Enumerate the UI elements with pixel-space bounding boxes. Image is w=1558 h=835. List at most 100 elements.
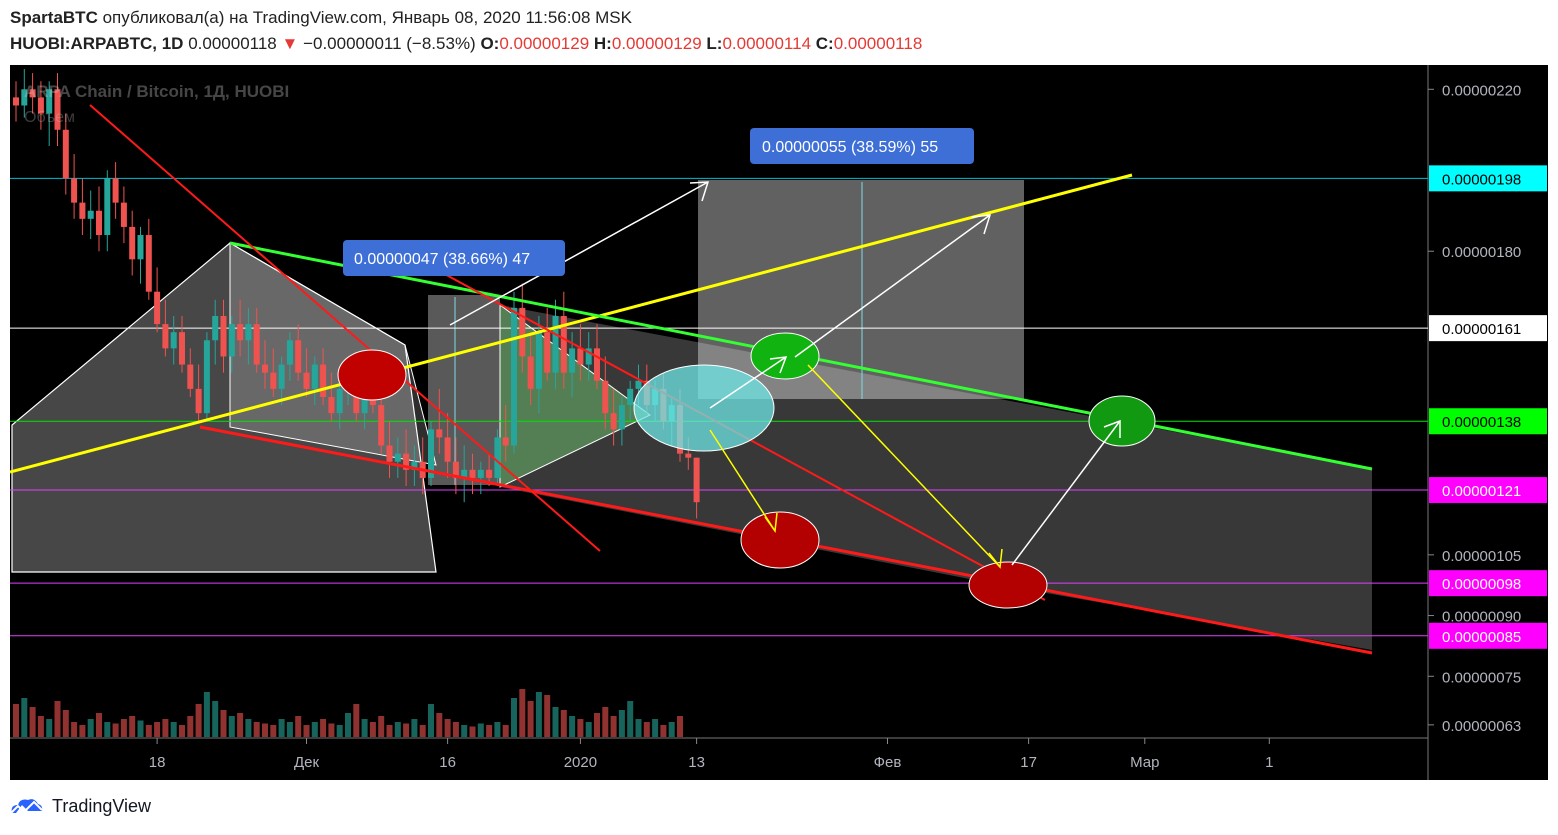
volume-bar: [195, 704, 202, 737]
price-chart[interactable]: ARPA Chain / Bitcoin, 1Д, HUOBI Объем 0.…: [10, 65, 1548, 780]
green-circle-2: [1088, 395, 1156, 447]
tradingview-brand[interactable]: TradingView: [8, 795, 151, 817]
level-price-label: 0.00000198: [1442, 171, 1521, 188]
volume-bar: [237, 713, 244, 737]
volume-bar: [419, 725, 426, 737]
brand-name: TradingView: [52, 795, 152, 816]
x-tick-label: 18: [149, 754, 166, 771]
candle-body: [203, 340, 210, 414]
yellow-arrow-2: [807, 364, 1001, 568]
volume-bar: [345, 713, 351, 737]
volume-bar: [403, 723, 410, 737]
volume-bar: [461, 725, 468, 737]
level-label-bg: [1429, 315, 1547, 342]
publish-info: SpartaBTC опубликовал(а) на TradingView.…: [10, 8, 632, 28]
volume-bar: [336, 725, 343, 737]
volume-bar: [220, 710, 227, 737]
candle-body: [311, 364, 318, 389]
low-label: L:: [706, 34, 723, 53]
y-tick-label: 0.00000105: [1442, 548, 1521, 565]
level-price-label: 0.00000098: [1442, 576, 1521, 593]
close-label: C:: [815, 34, 834, 53]
volume-bar: [436, 713, 443, 737]
volume-bar: [394, 722, 401, 737]
candle-body: [502, 437, 509, 446]
x-tick-label: 1: [1265, 754, 1273, 771]
candle-body: [145, 235, 152, 292]
yellow-arrow-2-head: [988, 548, 1003, 569]
volume-bar: [444, 719, 451, 737]
white-arrow-4: [1011, 420, 1121, 566]
volume-bar: [29, 707, 36, 737]
candle-body: [411, 461, 418, 470]
candle-body: [444, 437, 451, 462]
candle-body: [552, 315, 559, 373]
red-trend-line-1: [89, 104, 601, 552]
low-value: 0.00000114: [722, 34, 812, 53]
volume-bar: [245, 719, 252, 737]
open-label: O:: [480, 34, 500, 53]
candle-body: [560, 315, 567, 373]
down-arrow-icon: ▼: [281, 34, 299, 53]
green-circle-1: [750, 332, 820, 380]
candle-body: [361, 396, 368, 414]
price-axis[interactable]: 0.00000220 0.00000180 0.00000105 0.00000090…: [1428, 82, 1547, 735]
author-name[interactable]: SpartaBTC: [10, 8, 98, 27]
chart-background: [10, 65, 1548, 780]
volume-bar: [627, 701, 634, 737]
white-arrow-2: [709, 356, 787, 409]
candle-body: [79, 202, 86, 219]
volume-bar: [62, 710, 69, 737]
volume-bar: [411, 719, 418, 737]
last-price: 0.00000118: [188, 34, 277, 53]
level-label-bg: [1429, 408, 1547, 435]
candle-body: [71, 178, 78, 203]
volume-bar: [660, 725, 667, 737]
candle-body: [627, 388, 634, 406]
candle-body: [594, 348, 600, 381]
volume-bar: [303, 725, 310, 737]
level-price-label: 0.00000121: [1442, 483, 1521, 500]
candle-body: [602, 380, 609, 414]
candle-body: [303, 372, 310, 389]
published-text: опубликовал(а) на TradingView.com, Январ…: [102, 8, 632, 27]
volume-bar: [120, 719, 127, 737]
wedge-shape-left: [229, 242, 437, 466]
measure-label-1: 0.00000047 (38.66%) 47: [343, 240, 565, 276]
candle-body: [535, 332, 542, 389]
volume-bar: [353, 704, 360, 737]
y-tick-label: 0.00000220: [1442, 82, 1521, 99]
candle-body: [120, 202, 127, 227]
y-tick-label: 0.00000063: [1442, 718, 1521, 735]
volume-bar: [469, 726, 476, 737]
volume-bar: [311, 722, 318, 737]
volume-bar: [212, 701, 219, 737]
yellow-arrow-1-head: [764, 512, 778, 534]
volume-bar: [519, 689, 526, 737]
volume-bar: [71, 722, 78, 737]
candle-body: [477, 469, 484, 478]
watermark-title: ARPA Chain / Bitcoin, 1Д, HUOBI: [24, 82, 289, 101]
time-axis[interactable]: 18 Дек 16 2020 13 Фев 17 Мар 1: [149, 738, 1274, 771]
candle-body: [585, 348, 592, 365]
close-value: 0.00000118: [833, 34, 923, 53]
candle-body: [253, 324, 260, 365]
candle-body: [54, 89, 61, 130]
volume-bar: [386, 725, 393, 737]
volume-bar: [13, 704, 19, 737]
volume-bar: [162, 719, 169, 737]
volume-bar: [452, 722, 459, 737]
y-tick-label: 0.00000090: [1442, 609, 1521, 626]
candle-body: [386, 445, 393, 462]
candle-body: [212, 315, 219, 341]
volume-bar: [527, 701, 534, 737]
volume-bar: [618, 710, 625, 737]
volume-bar: [203, 692, 210, 737]
x-tick-label: Дек: [294, 754, 320, 771]
measure-label-2-text: 0.00000055 (38.59%) 55: [762, 139, 938, 156]
volume-bar: [535, 692, 542, 737]
candle-body: [436, 429, 443, 438]
candle-body: [328, 396, 335, 414]
candle-body: [179, 332, 185, 365]
volume-bars: [13, 689, 683, 737]
